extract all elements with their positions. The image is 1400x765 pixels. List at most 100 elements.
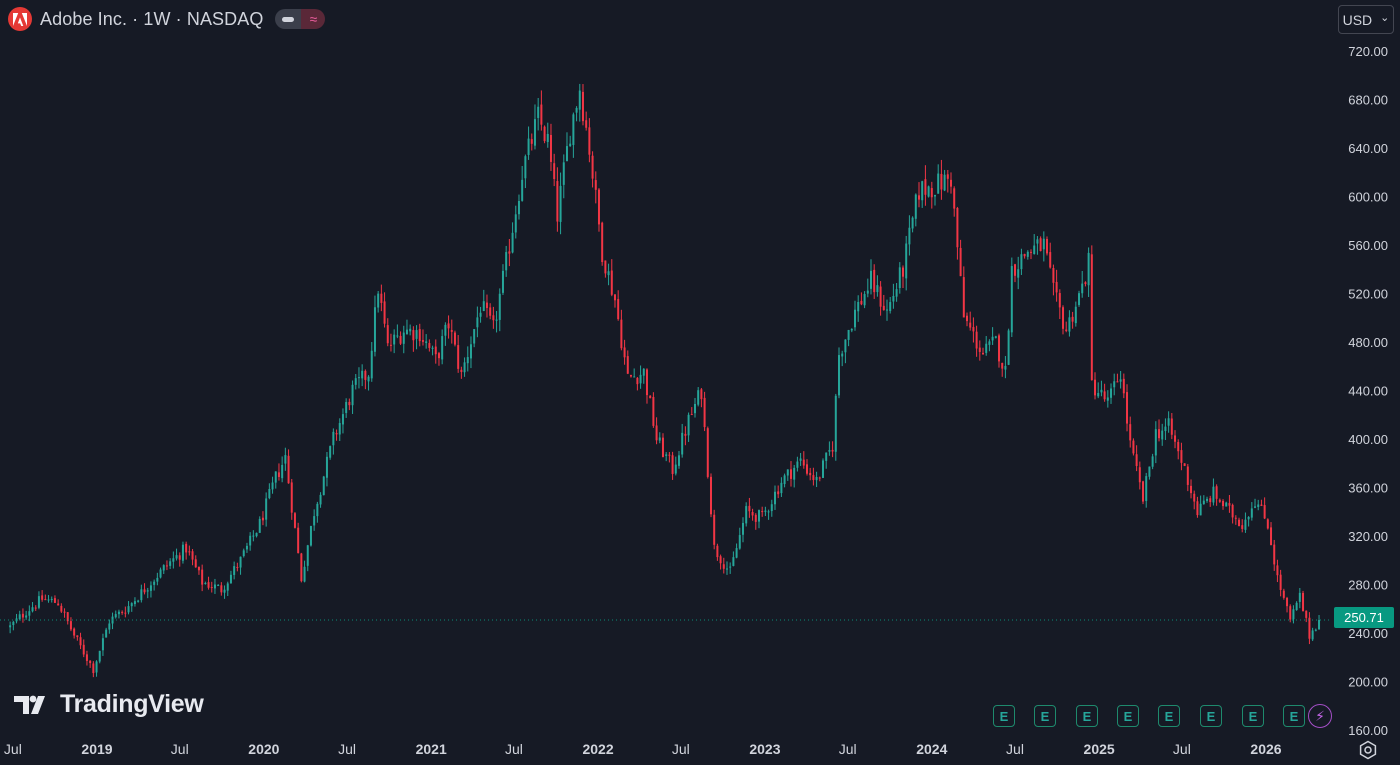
earnings-marker[interactable]: E: [1034, 705, 1056, 727]
candle: [994, 335, 997, 339]
candle: [809, 467, 812, 481]
candle: [1081, 270, 1084, 298]
candle: [511, 222, 514, 254]
candle: [44, 594, 47, 601]
settings-gear-icon[interactable]: [1358, 740, 1378, 760]
collapse-toggle-button[interactable]: [275, 9, 302, 29]
candle: [348, 398, 351, 411]
candle: [892, 283, 895, 309]
candle: [652, 392, 655, 428]
wave-toggle-button[interactable]: ≈: [301, 9, 326, 29]
candle: [934, 194, 937, 206]
candle: [853, 300, 856, 331]
candle: [959, 239, 962, 277]
candle: [604, 260, 607, 278]
candle: [1260, 499, 1263, 507]
candle: [313, 509, 316, 531]
candle: [1122, 373, 1125, 399]
candle: [629, 374, 632, 378]
candle: [1177, 439, 1180, 460]
earnings-marker[interactable]: E: [1158, 705, 1180, 727]
candle: [572, 112, 575, 158]
candle: [770, 499, 773, 517]
earnings-marker[interactable]: E: [1076, 705, 1098, 727]
candle: [850, 328, 853, 333]
currency-select[interactable]: USD ⌄: [1338, 5, 1394, 34]
candle: [249, 532, 252, 551]
y-tick-label: 280.00: [1348, 578, 1388, 593]
y-axis: 720.00 680.00 640.00 600.00 560.00 520.00 480.…: [1348, 44, 1388, 738]
candle: [492, 306, 495, 329]
candle: [140, 584, 143, 603]
chart-header: Adobe Inc. · 1W · NASDAQ ≈: [8, 6, 326, 32]
dividend-lightning-icon[interactable]: ⚡: [1308, 704, 1332, 728]
candle: [908, 215, 911, 256]
candle: [1135, 445, 1138, 472]
candle: [498, 288, 501, 332]
candle: [649, 395, 652, 399]
candle: [882, 294, 885, 311]
y-tick-label: 480.00: [1348, 335, 1388, 350]
candle: [991, 327, 994, 345]
candle: [265, 492, 268, 527]
candle: [687, 412, 690, 442]
candle: [213, 578, 216, 594]
candle: [1106, 390, 1109, 408]
tradingview-logo-icon: [14, 695, 45, 714]
earnings-marker[interactable]: E: [1117, 705, 1139, 727]
candle: [18, 610, 21, 621]
candle: [847, 329, 850, 347]
candle: [169, 558, 172, 570]
candle: [111, 612, 114, 630]
candle: [223, 585, 226, 599]
candle: [354, 373, 357, 390]
candle: [473, 328, 476, 348]
candle: [287, 449, 290, 484]
candle: [1180, 442, 1183, 471]
candle: [1247, 516, 1250, 527]
y-tick-label: 400.00: [1348, 432, 1388, 447]
candle: [437, 351, 440, 366]
candle: [1084, 281, 1087, 287]
y-tick-label: 560.00: [1348, 238, 1388, 253]
candle: [985, 336, 988, 356]
candle: [978, 340, 981, 361]
candle: [1286, 596, 1289, 613]
earnings-marker[interactable]: E: [1242, 705, 1264, 727]
candle: [613, 294, 616, 308]
candle: [162, 564, 165, 574]
candle: [1196, 496, 1199, 518]
candle: [351, 380, 354, 414]
earnings-marker[interactable]: E: [993, 705, 1015, 727]
candle: [332, 428, 335, 455]
candle: [982, 347, 985, 355]
candle: [15, 613, 18, 624]
candle: [373, 295, 376, 357]
earnings-marker[interactable]: E: [1200, 705, 1222, 727]
candle: [748, 497, 751, 518]
candle: [63, 608, 66, 618]
candle: [642, 368, 645, 384]
candle: [578, 83, 581, 122]
candle: [1007, 328, 1010, 366]
candle: [1065, 321, 1068, 333]
candle: [1110, 383, 1113, 404]
candle: [1254, 498, 1257, 509]
candle: [1190, 479, 1193, 499]
candle: [137, 599, 140, 603]
candle: [553, 153, 556, 187]
candle: [1132, 438, 1135, 456]
candle: [601, 221, 604, 266]
candle: [914, 193, 917, 227]
x-tick-label: 2023: [749, 741, 780, 757]
symbol-title[interactable]: Adobe Inc. · 1W · NASDAQ: [40, 8, 264, 29]
y-tick-label: 720.00: [1348, 44, 1388, 59]
candle: [300, 552, 303, 583]
candle: [418, 323, 421, 347]
earnings-marker[interactable]: E: [1283, 705, 1305, 727]
candle: [802, 451, 805, 469]
candle: [402, 325, 405, 354]
candle: [60, 603, 63, 613]
tradingview-watermark[interactable]: TradingView: [12, 690, 204, 719]
